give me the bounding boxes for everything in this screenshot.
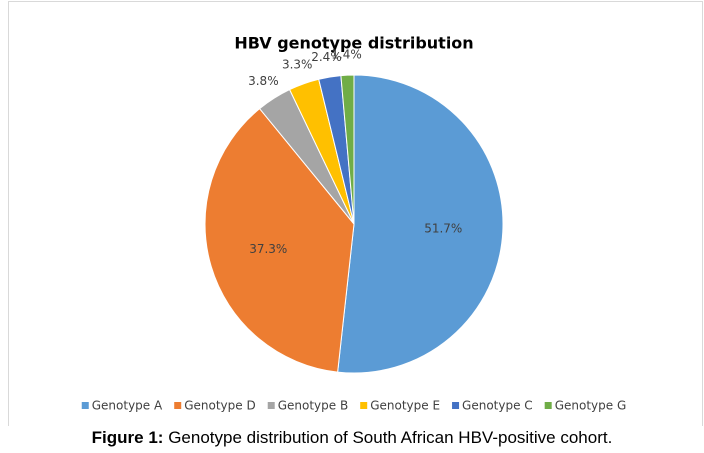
legend-swatch [267, 402, 275, 409]
pie-slice [340, 74, 355, 225]
pie-slice [204, 107, 355, 373]
data-label: 3.8% [248, 74, 279, 88]
caption-label: Figure 1: [91, 428, 164, 447]
data-label: 51.7% [424, 221, 462, 235]
pie-slice [337, 74, 504, 374]
legend-label: Genotype C [462, 399, 533, 413]
legend-swatch [452, 402, 460, 409]
data-label: 1.4% [331, 48, 362, 62]
legend-label: Genotype A [92, 399, 163, 413]
legend-label: Genotype G [555, 399, 627, 413]
data-label: 2.4% [311, 50, 342, 64]
data-label: 3.3% [282, 57, 313, 71]
legend-swatch [544, 402, 552, 409]
data-label: 37.3% [249, 242, 287, 256]
legend-swatch [81, 402, 89, 409]
caption-text: Genotype distribution of South African H… [168, 428, 613, 447]
legend-swatch [174, 402, 182, 409]
legend-label: Genotype D [184, 399, 256, 413]
legend-label: Genotype B [278, 399, 348, 413]
legend-label: Genotype E [370, 399, 440, 413]
caption: Figure 1: Genotype distribution of South… [0, 428, 704, 448]
chart: HBV genotype distribution 51.7% 37.3% 3.8%… [8, 1, 703, 426]
chart-title: HBV genotype distribution [234, 34, 473, 53]
legend-swatch [360, 402, 368, 409]
